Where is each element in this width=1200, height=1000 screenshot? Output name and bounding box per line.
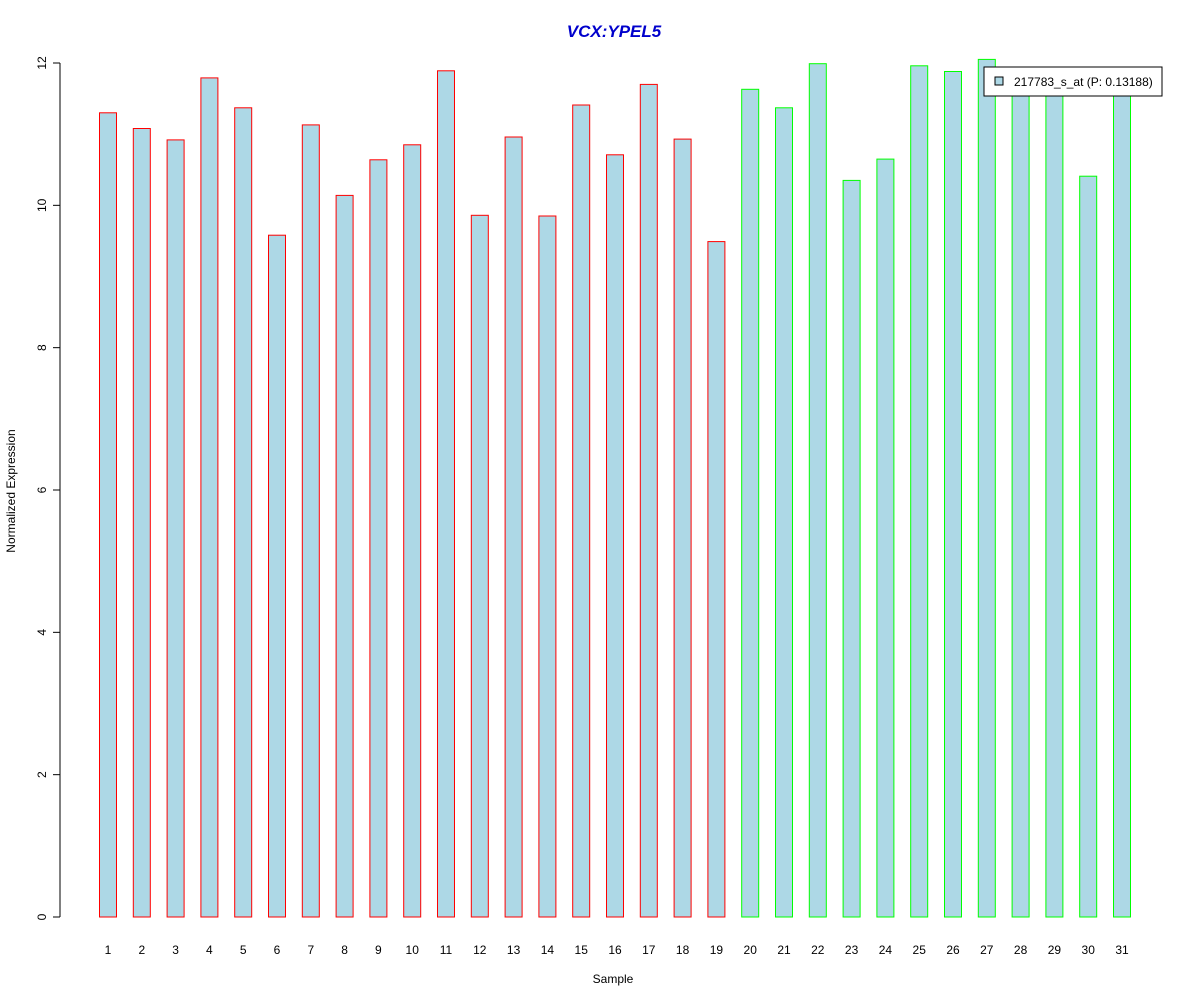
x-tick-label: 23 [845,943,859,957]
chart-title: VCX:YPEL5 [567,22,662,41]
x-tick-label: 29 [1048,943,1062,957]
bar-sample-9 [369,159,388,918]
bar-sample-8 [335,194,354,918]
bar-sample-24 [876,158,895,918]
bar-sample-17 [639,83,658,918]
x-tick-label: 20 [744,943,758,957]
x-tick-label: 4 [206,943,213,957]
x-tick-label: 5 [240,943,247,957]
bar-sample-21 [775,107,793,918]
x-tick-labels: 1 2 3 4 5 6 7 8 9 10 11 12 13 14 15 16 17 18 19 20 21 22 23 24 2… [105,943,1129,957]
bar-sample-13 [504,136,523,918]
bar-sample-11 [437,70,455,918]
bar-sample-15 [572,104,591,918]
x-tick-label: 26 [946,943,960,957]
x-tick-label: 8 [341,943,348,957]
x-axis-title: Sample [593,972,634,986]
x-tick-label: 9 [375,943,382,957]
x-tick-label: 25 [913,943,927,957]
bar-sample-1 [99,112,117,918]
x-tick-label: 14 [541,943,555,957]
bars [99,58,1131,918]
y-tick-label: 0 [35,913,49,920]
bar-sample-18 [673,138,692,918]
x-tick-label: 10 [406,943,420,957]
x-tick-label: 2 [138,943,145,957]
legend: 217783_s_at (P: 0.13188) [983,66,1163,97]
legend-swatch [994,76,1004,86]
bar-sample-20 [741,88,760,918]
x-tick-label: 6 [274,943,281,957]
bar-sample-3 [166,139,185,918]
x-tick-label: 31 [1115,943,1129,957]
y-axis-title: Normalized Expression [4,429,18,552]
bar-sample-31 [1113,89,1131,918]
bar-sample-2 [132,128,151,918]
x-tick-label: 17 [642,943,656,957]
x-tick-label: 7 [307,943,314,957]
y-tick-label: 12 [35,56,49,70]
x-tick-label: 30 [1082,943,1096,957]
bar-sample-10 [403,144,422,918]
y-tick-label: 8 [35,344,49,351]
bar-sample-25 [910,65,929,918]
legend-box [983,66,1163,97]
y-tick-label: 6 [35,486,49,493]
bar-sample-28 [1011,80,1030,918]
x-tick-label: 16 [608,943,622,957]
x-tick-label: 21 [777,943,791,957]
y-tick-label: 4 [35,629,49,636]
bar-sample-4 [200,77,219,918]
x-tick-label: 24 [879,943,893,957]
x-tick-label: 13 [507,943,521,957]
x-tick-label: 11 [440,943,453,957]
x-tick-label: 3 [172,943,179,957]
x-tick-label: 27 [980,943,994,957]
bar-sample-22 [808,63,827,918]
x-tick-label: 15 [575,943,589,957]
bar-sample-7 [301,124,320,918]
bar-sample-29 [1045,82,1064,918]
y-tick-label: 2 [35,771,49,778]
x-tick-label: 18 [676,943,690,957]
x-tick-label: 1 [105,943,112,957]
bar-sample-19 [707,241,726,918]
bar-sample-27 [977,58,996,918]
bar-sample-5 [234,107,253,918]
y-tick-label: 10 [35,198,49,212]
x-tick-label: 28 [1014,943,1028,957]
bar-sample-30 [1079,175,1098,918]
bar-sample-14 [538,215,557,918]
bar-sample-12 [470,214,489,918]
bar-sample-23 [842,179,861,918]
x-tick-label: 22 [811,943,825,957]
bar-sample-26 [944,71,962,918]
bar-sample-16 [606,154,624,918]
x-tick-label: 19 [710,943,724,957]
y-axis: 0 2 4 6 8 10 12 [35,56,61,920]
bar-sample-6 [268,234,286,918]
x-tick-label: 12 [473,943,487,957]
legend-entry-label: 217783_s_at (P: 0.13188) [1014,75,1153,89]
